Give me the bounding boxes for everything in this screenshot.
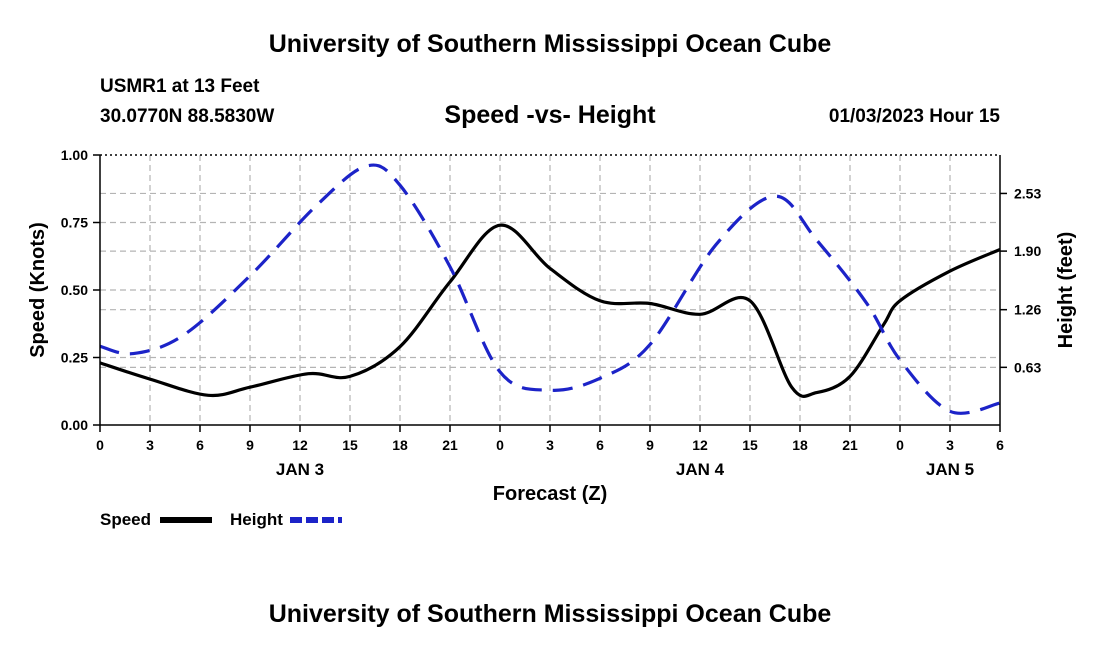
- x-tick-label: 18: [392, 437, 408, 453]
- x-tick-label: 6: [596, 437, 604, 453]
- x-tick-label: 12: [692, 437, 708, 453]
- forecast-datetime: 01/03/2023 Hour 15: [828, 106, 1000, 127]
- y-axis-label: Speed (Knots): [27, 222, 49, 358]
- legend-label-speed: Speed: [100, 510, 151, 529]
- coordinates-label: 30.0770N 88.5830W: [100, 106, 275, 127]
- axis-ticks: 0 3 6 9 12 15 18 21 0 3 6 9 12 15 18 21 0 3 6 0.00 0.25 0.50 0…: [61, 147, 1042, 479]
- x-tick-label: 15: [342, 437, 358, 453]
- day-label: JAN 5: [926, 460, 974, 479]
- y-tick-label: 1.00: [61, 147, 88, 163]
- y-tick-label: 0.75: [61, 215, 88, 231]
- y2-axis-label: Height (feet): [1055, 232, 1077, 349]
- y-tick-label: 0.25: [61, 350, 88, 366]
- x-tick-label: 3: [546, 437, 554, 453]
- y2-tick-label: 0.63: [1014, 359, 1041, 375]
- x-tick-label: 0: [896, 437, 904, 453]
- x-axis-label: Forecast (Z): [493, 483, 607, 505]
- page-title: University of Southern Mississippi Ocean…: [268, 30, 832, 58]
- x-tick-label: 3: [146, 437, 154, 453]
- day-label: JAN 3: [276, 460, 324, 479]
- series-lines: [99, 163, 1001, 415]
- legend-label-height: Height: [230, 510, 283, 529]
- y-tick-label: 0.00: [61, 417, 88, 433]
- x-tick-label: 18: [792, 437, 808, 453]
- x-tick-label: 12: [292, 437, 308, 453]
- grid: [100, 155, 1000, 425]
- station-label: USMR1 at 13 Feet: [100, 76, 260, 97]
- x-tick-label: 0: [96, 437, 104, 453]
- x-tick-label: 6: [996, 437, 1004, 453]
- footer-title: University of Southern Mississippi Ocean…: [268, 600, 832, 628]
- y2-tick-label: 1.26: [1014, 302, 1041, 318]
- chart-subtitle: Speed -vs- Height: [444, 101, 656, 129]
- x-tick-label: 21: [442, 437, 458, 453]
- x-tick-label: 0: [496, 437, 504, 453]
- day-label: JAN 4: [676, 460, 725, 479]
- x-tick-label: 15: [742, 437, 758, 453]
- series-line-speed: [99, 223, 1001, 398]
- x-tick-label: 9: [646, 437, 654, 453]
- x-tick-label: 6: [196, 437, 204, 453]
- legend: Speed Height: [100, 510, 342, 529]
- x-tick-label: 3: [946, 437, 954, 453]
- y2-tick-label: 1.90: [1014, 243, 1041, 259]
- series-line-height: [99, 163, 1001, 415]
- y2-tick-label: 2.53: [1014, 185, 1041, 201]
- x-tick-label: 21: [842, 437, 858, 453]
- x-tick-label: 9: [246, 437, 254, 453]
- y-tick-label: 0.50: [61, 282, 88, 298]
